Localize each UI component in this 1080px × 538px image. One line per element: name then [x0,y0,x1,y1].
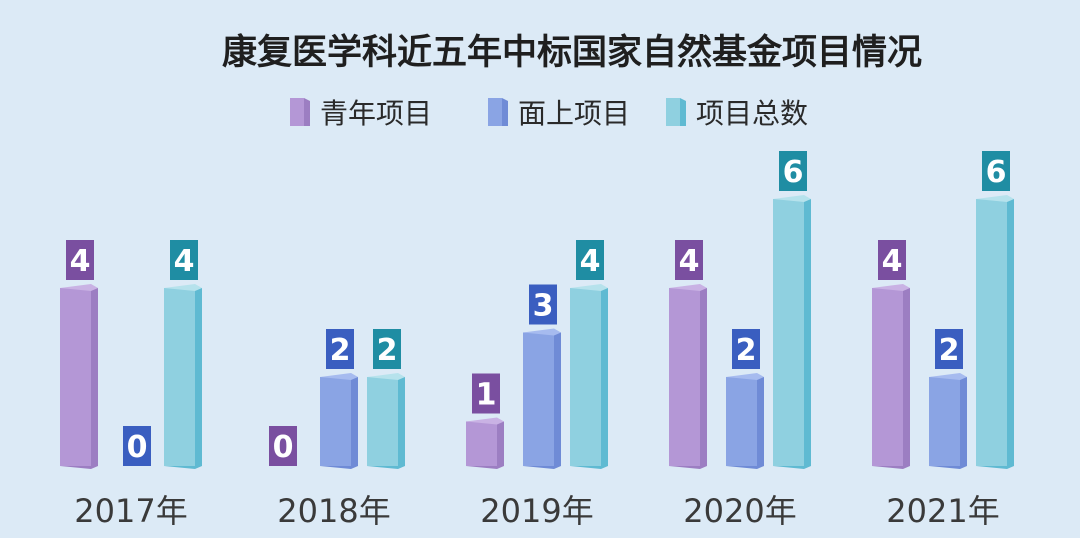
chart-title: 康复医学科近五年中标国家自然基金项目情况 [222,32,922,73]
bar-group: 4 0 4 [60,240,202,469]
bar [669,284,707,469]
data-label-text: 2 [939,333,960,368]
data-label-text: 2 [736,333,757,368]
data-label-text: 3 [533,289,554,324]
bar [929,373,967,469]
data-label-text: 0 [127,430,148,465]
bar-group: 0 2 2 [269,329,405,469]
data-label: 2 [373,329,401,369]
data-label: 3 [529,284,557,325]
data-label: 4 [576,240,604,280]
data-label: 2 [326,329,354,369]
bar-group: 1 34 [466,240,608,469]
data-label: 0 [123,426,151,466]
bar [726,373,764,469]
legend-swatch [666,98,686,126]
bar [466,417,504,469]
data-label: 1 [472,373,500,414]
bar-group: 4 2 6 [872,151,1014,469]
bar [872,284,910,469]
data-label-text: 4 [174,244,195,279]
legend-item-2: 面上项目 [488,97,630,130]
bar-group: 4 2 6 [669,151,811,469]
data-label: 2 [732,329,760,369]
x-tick-label: 2020年 [683,492,796,530]
data-label-text: 2 [377,333,398,368]
bar [164,284,202,469]
legend-label: 项目总数 [696,97,808,130]
legend: 青年项目 面上项目 项目总数 [290,97,808,130]
data-label: 4 [66,240,94,280]
bar [523,328,561,469]
legend-swatch [290,98,310,126]
legend-label: 青年项目 [320,97,432,130]
data-label: 4 [878,240,906,280]
legend-swatch [488,98,508,126]
data-label: 4 [170,240,198,280]
data-label-text: 1 [476,378,497,413]
data-label-text: 6 [986,155,1007,190]
bar [976,195,1014,469]
legend-item-3: 项目总数 [666,97,808,130]
data-label: 6 [779,151,807,191]
data-label-text: 4 [70,244,91,279]
data-label-text: 0 [273,430,294,465]
data-label: 6 [982,151,1010,191]
data-label: 0 [269,426,297,466]
x-tick-label: 2019年 [480,492,593,530]
legend-label: 面上项目 [518,97,630,130]
bar [570,284,608,469]
bar [320,373,358,469]
legend-item-1: 青年项目 [290,97,432,130]
data-label: 4 [675,240,703,280]
x-tick-label: 2018年 [277,492,390,530]
data-label-text: 4 [882,244,903,279]
data-label-text: 6 [783,155,804,190]
data-label-text: 2 [330,333,351,368]
x-axis-ticks: 2017年 2018年 2019年 2020年 2021年 [74,492,999,530]
x-tick-label: 2021年 [886,492,999,530]
x-tick-label: 2017年 [74,492,187,530]
bar [773,195,811,469]
bar [60,284,98,469]
data-label: 2 [935,329,963,369]
bar [367,373,405,469]
data-label-text: 4 [679,244,700,279]
data-label-text: 4 [580,244,601,279]
